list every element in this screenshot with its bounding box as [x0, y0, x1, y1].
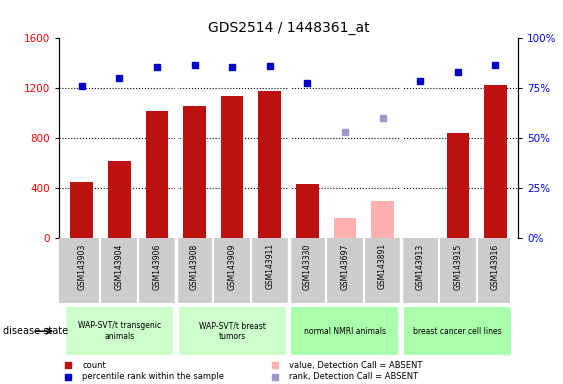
Bar	[183, 106, 206, 238]
Text: GSM143330: GSM143330	[303, 243, 312, 290]
FancyBboxPatch shape	[291, 306, 400, 356]
Text: value, Detection Call = ABSENT: value, Detection Call = ABSENT	[289, 361, 422, 370]
Bar	[484, 84, 507, 238]
Text: percentile rank within the sample: percentile rank within the sample	[82, 372, 224, 381]
Text: rank, Detection Call = ABSENT: rank, Detection Call = ABSENT	[289, 372, 418, 381]
Text: breast cancer cell lines: breast cancer cell lines	[413, 327, 502, 336]
Bar	[371, 200, 394, 238]
FancyBboxPatch shape	[177, 306, 287, 356]
Text: GSM143911: GSM143911	[265, 243, 274, 290]
Bar	[108, 161, 131, 238]
Bar	[146, 111, 168, 238]
Text: GSM143916: GSM143916	[491, 243, 500, 290]
Bar	[70, 182, 93, 238]
Text: WAP-SVT/t transgenic
animals: WAP-SVT/t transgenic animals	[78, 321, 161, 341]
Text: count: count	[82, 361, 106, 370]
Bar	[446, 133, 469, 238]
Bar	[221, 96, 243, 238]
Text: disease state: disease state	[3, 326, 68, 336]
Text: GSM143903: GSM143903	[77, 243, 86, 290]
FancyBboxPatch shape	[65, 306, 174, 356]
Text: normal NMRI animals: normal NMRI animals	[304, 327, 386, 336]
Bar	[296, 184, 319, 238]
Title: GDS2514 / 1448361_at: GDS2514 / 1448361_at	[208, 21, 369, 35]
Text: WAP-SVT/t breast
tumors: WAP-SVT/t breast tumors	[199, 321, 266, 341]
FancyBboxPatch shape	[403, 306, 512, 356]
Bar	[258, 91, 281, 238]
Text: GSM143697: GSM143697	[341, 243, 350, 290]
Text: GSM143906: GSM143906	[153, 243, 162, 290]
Text: GSM143909: GSM143909	[227, 243, 236, 290]
Text: GSM143913: GSM143913	[415, 243, 425, 290]
Text: GSM143904: GSM143904	[115, 243, 124, 290]
Text: GSM143891: GSM143891	[378, 243, 387, 290]
Text: GSM143908: GSM143908	[190, 243, 199, 290]
Bar	[334, 218, 356, 238]
Text: GSM143915: GSM143915	[453, 243, 462, 290]
